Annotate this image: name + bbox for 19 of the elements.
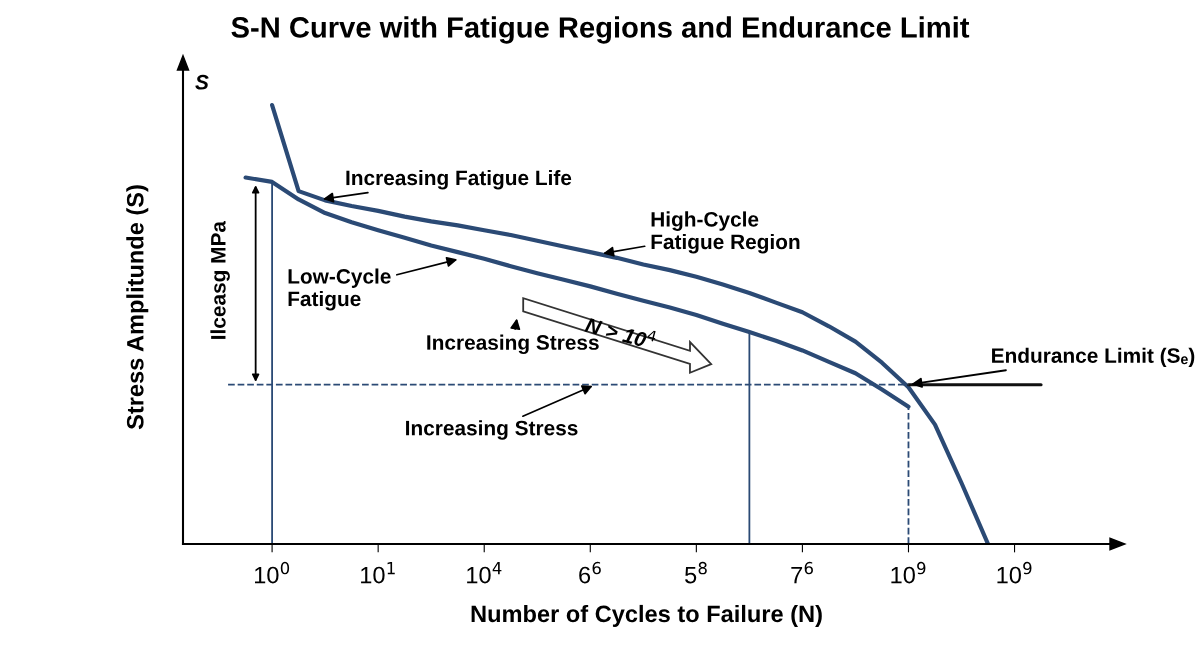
x-tick-label: 7$^{6}$ <box>791 561 813 584</box>
annotation: Increasing Stress <box>427 334 599 355</box>
x-tick-label: 5$^{8}$ <box>685 561 707 584</box>
annotation: Low-Cycle Fatigue <box>288 268 391 311</box>
ref-line-label: Endurance Limit (Sₑ) <box>992 347 1195 368</box>
x-tick-label: 10$^{9}$ <box>891 561 926 584</box>
annotation: High-Cycle Fatigue Region <box>651 211 800 254</box>
x-tick-label: 10$^{4}$ <box>467 562 502 584</box>
x-tick-label: 10$^{9}$ <box>997 561 1032 584</box>
annotation: Increasing Stress <box>406 420 578 440</box>
x-tick-label: 6$^{6}$ <box>579 561 601 584</box>
text: S <box>195 74 209 90</box>
x-tick-label: 10$^{0}$ <box>255 561 290 584</box>
annotation: Increasing Fatigue Life <box>346 169 572 190</box>
chart-title: S-N Curve with Fatigue Regions and Endurance Limit <box>231 16 970 44</box>
x-tick-label: 10$^{1}$ <box>361 562 395 584</box>
y-axis-title: Stress Amplitunde (S) <box>126 185 149 430</box>
annotation: Ilceasg MPa <box>210 220 230 339</box>
x-axis-title: Number of Cycles to Failure (N) <box>471 604 822 627</box>
